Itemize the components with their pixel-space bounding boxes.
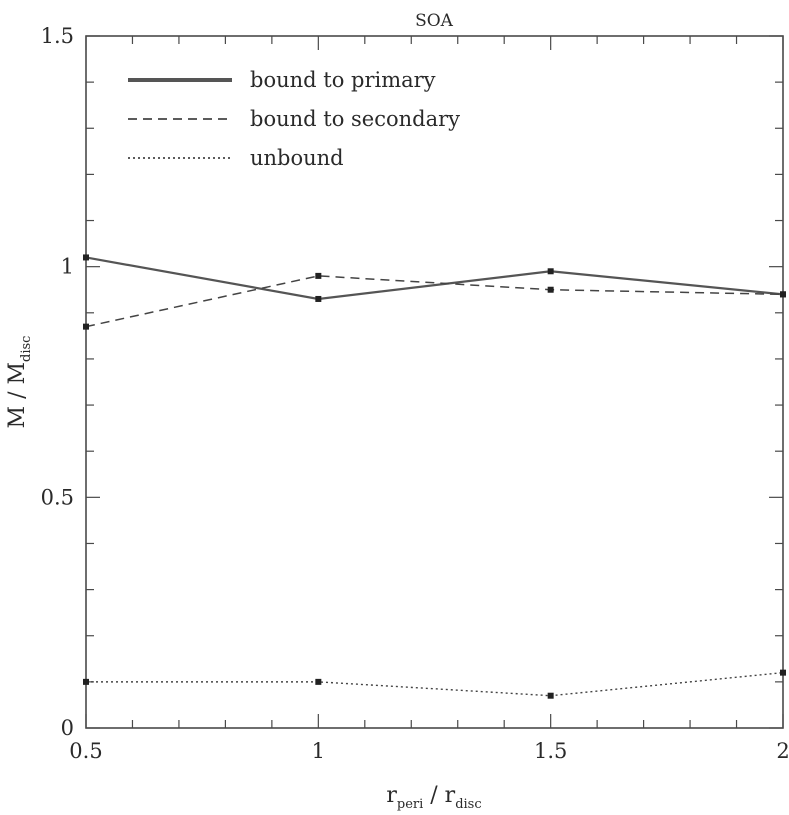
data-point (315, 295, 322, 302)
y-axis-label-sub2: disc (19, 336, 34, 362)
series-line (85, 256, 784, 301)
x-axis-label-sub: peri (397, 797, 423, 812)
data-point (547, 268, 554, 275)
y-axis-label: M / Mdisc (5, 336, 34, 429)
series-1 (83, 254, 786, 302)
series-3 (83, 669, 786, 699)
series-line (85, 275, 784, 328)
x-tick-label: 2 (776, 739, 789, 763)
chart-title: SOA (415, 11, 454, 31)
y-tick-label: 1.5 (41, 24, 74, 48)
series-layer (83, 254, 786, 699)
x-axis-label-main2: r (445, 783, 456, 808)
x-tick-label: 0.5 (69, 739, 102, 763)
data-point (83, 323, 89, 330)
minor-tick-layer (85, 35, 784, 729)
legend-label: bound to primary (250, 68, 436, 92)
x-axis-label: rperi / rdisc (386, 783, 481, 812)
y-axis-label-main2: M (5, 362, 30, 385)
y-axis-label-sep: / (5, 385, 30, 406)
data-point (83, 678, 89, 685)
x-axis-label-sub2: disc (455, 797, 481, 812)
y-tick-label: 1 (61, 255, 74, 279)
legend-item: unbound (128, 146, 344, 170)
series-2 (83, 272, 786, 330)
legend-label: unbound (250, 146, 344, 170)
legend-item: bound to secondary (128, 107, 460, 131)
y-tick-label: 0.5 (41, 485, 74, 509)
data-point (780, 291, 786, 298)
x-axis-label-main: r (386, 783, 397, 808)
data-point (547, 692, 554, 699)
data-point (315, 678, 322, 685)
y-tick-label: 0 (61, 716, 74, 740)
y-axis-label-main: M (5, 406, 30, 429)
legend-label: bound to secondary (250, 107, 460, 131)
tick-label-layer: 0.5 1 1.5 200.511.5 (41, 24, 789, 763)
data-point (780, 669, 786, 676)
x-tick-label: 1.5 (534, 739, 567, 763)
series-line (86, 671, 784, 697)
data-point (547, 286, 554, 293)
plot-frame (85, 35, 784, 729)
legend: bound to primary bound to secondary unboun… (128, 68, 460, 170)
x-axis-label-sep: / (423, 783, 444, 808)
legend-item: bound to primary (128, 68, 436, 92)
x-tick-label: 1 (312, 739, 325, 763)
data-point (83, 254, 89, 261)
data-point (315, 272, 322, 279)
